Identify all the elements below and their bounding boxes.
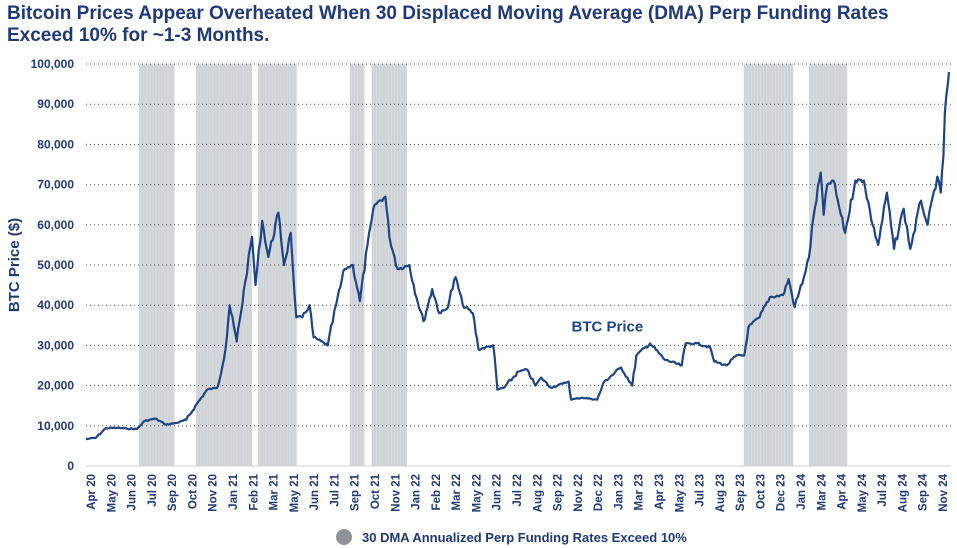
x-tick-label: May 20 [106, 474, 118, 512]
y-tick-label: 60,000 [37, 218, 74, 232]
x-tick-label: Oct 23 [755, 474, 767, 509]
y-tick-label: 100,000 [31, 57, 75, 71]
x-tick-label: Oct 20 [187, 474, 199, 509]
y-tick-label: 80,000 [37, 137, 74, 151]
x-tick-label: Jul 22 [512, 474, 524, 507]
x-tick-label: Aug 24 [897, 473, 909, 512]
shaded-period-0 [138, 64, 175, 466]
x-tick-label: Feb 21 [248, 473, 260, 510]
x-tick-label: Feb 22 [431, 474, 443, 510]
x-tick-label: Nov 20 [208, 474, 220, 512]
x-tick-label: May 24 [857, 473, 869, 512]
legend-label: 30 DMA Annualized Perp Funding Rates Exc… [362, 529, 687, 545]
x-tick-label: Jan 22 [411, 474, 423, 510]
x-tick-label: Nov 24 [938, 473, 950, 511]
series-label-btc-price: BTC Price [571, 318, 643, 335]
y-tick-label: 30,000 [37, 338, 74, 352]
x-tick-label: Apr 23 [654, 474, 666, 510]
x-tick-label: Mar 21 [269, 473, 281, 510]
y-tick-label: 10,000 [37, 419, 74, 433]
y-tick-label: 70,000 [37, 178, 74, 192]
x-tick-label: Sep 20 [167, 474, 179, 511]
y-tick-label: 40,000 [37, 298, 74, 312]
x-tick-label: Dec 23 [776, 474, 788, 511]
labels: BTC Price [571, 318, 643, 335]
x-tick-label: Jun 21 [309, 473, 321, 510]
x-tick-label: Jun 20 [127, 474, 139, 510]
x-tick-label: Jul 24 [877, 473, 889, 506]
y-axis-title: BTC Price ($) [6, 218, 23, 312]
x-tick-label: Jan 24 [796, 473, 808, 509]
x-tick-label: May 23 [674, 474, 686, 512]
x-tick-label: Sep 23 [735, 474, 747, 511]
legend: 30 DMA Annualized Perp Funding Rates Exc… [336, 527, 687, 547]
x-tick-label: Nov 22 [573, 474, 585, 512]
x-tick-label: Jul 23 [695, 474, 707, 507]
x-tick-label: Jan 21 [228, 473, 240, 509]
x-tick-label: Nov 21 [390, 473, 402, 511]
chart-title: Bitcoin Prices Appear Overheated When 30… [7, 3, 889, 46]
x-tick-label: Sep 24 [918, 473, 930, 511]
y-tick-label: 50,000 [37, 258, 74, 272]
shaded-period-1 [195, 64, 252, 466]
x-tick-label: Apr 24 [837, 473, 849, 509]
x-tick-label: Apr 20 [86, 474, 98, 510]
x-tick-label: May 22 [471, 474, 483, 512]
series-line-btc-price [85, 71, 951, 441]
x-tick-label: Jul 20 [147, 474, 159, 507]
axes: 0 10,000 20,000 30,000 40,000 50,000 60,000 70,… [6, 57, 951, 512]
x-tick-label: Jun 22 [492, 474, 504, 510]
y-tick-label: 0 [67, 459, 74, 473]
y-tick-label: 90,000 [37, 97, 74, 111]
x-tick-label: Mar 23 [634, 474, 646, 510]
x-tick-label: Oct 21 [370, 473, 382, 509]
x-tick-label: Dec 22 [593, 474, 605, 511]
legend-swatch-icon [336, 529, 352, 545]
x-tick-label: May 21 [289, 473, 301, 512]
x-tick-label: Sep 21 [350, 473, 362, 511]
x-tick-label: Mar 22 [451, 474, 463, 510]
y-tick-label: 20,000 [37, 379, 74, 393]
x-tick-label: Aug 22 [532, 474, 544, 512]
shaded-period-5 [743, 64, 794, 466]
x-tick-label: Mar 24 [816, 473, 828, 510]
x-tick-label: Aug 23 [715, 474, 727, 512]
x-tick-label: Jan 23 [613, 474, 625, 510]
x-tick-label: Sep 22 [553, 474, 565, 511]
shaded-periods [138, 64, 848, 466]
x-tick-label: Jul 21 [329, 473, 341, 506]
price-line-layer [85, 71, 951, 441]
